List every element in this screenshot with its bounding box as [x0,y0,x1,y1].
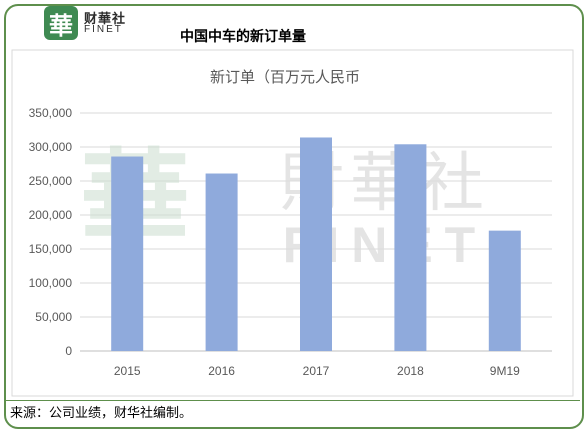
x-tick-label: 2018 [397,364,424,378]
brand-name-en: FINET [84,24,123,35]
figure-title: 中国中车的新订单量 [180,29,306,45]
y-tick-label: 300,000 [29,140,73,154]
finet-logo-icon: 華 [44,6,78,40]
x-tick-label: 2017 [303,364,330,378]
y-tick-label: 150,000 [29,242,73,256]
footnote-divider [4,400,580,423]
y-tick-label: 200,000 [29,208,73,222]
bar-2017 [300,137,332,351]
y-tick-label: 100,000 [29,276,73,290]
bar-2018 [394,144,427,351]
y-tick-label: 250,000 [29,174,73,188]
x-tick-label: 9M19 [490,364,520,378]
chart-area-border [11,49,574,397]
y-tick-label: 350,000 [29,106,73,120]
figure-frame [4,4,584,429]
x-tick-label: 2016 [208,364,235,378]
chart-title: 新订单（百万元人民币 [210,68,360,86]
bar-2015 [111,156,144,351]
y-tick-label: 0 [65,344,72,358]
y-tick-label: 50,000 [35,310,72,324]
bar-9M19 [488,230,521,351]
brand-name: 财華社 [84,12,127,27]
source-footnote: 来源：公司业绩，财华社编制。 [10,406,193,421]
x-tick-label: 2015 [114,364,141,378]
bar-2016 [205,173,238,351]
